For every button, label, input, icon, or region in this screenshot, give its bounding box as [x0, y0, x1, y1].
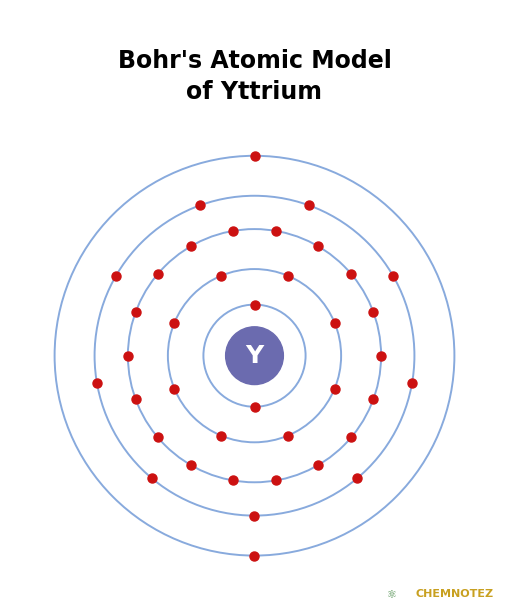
Text: ⚛: ⚛	[387, 590, 397, 600]
Text: Y: Y	[245, 344, 264, 368]
Text: Bohr's Atomic Model
of Yttrium: Bohr's Atomic Model of Yttrium	[118, 49, 391, 104]
Circle shape	[225, 327, 284, 384]
Text: CHEMNOTEZ: CHEMNOTEZ	[416, 589, 494, 599]
